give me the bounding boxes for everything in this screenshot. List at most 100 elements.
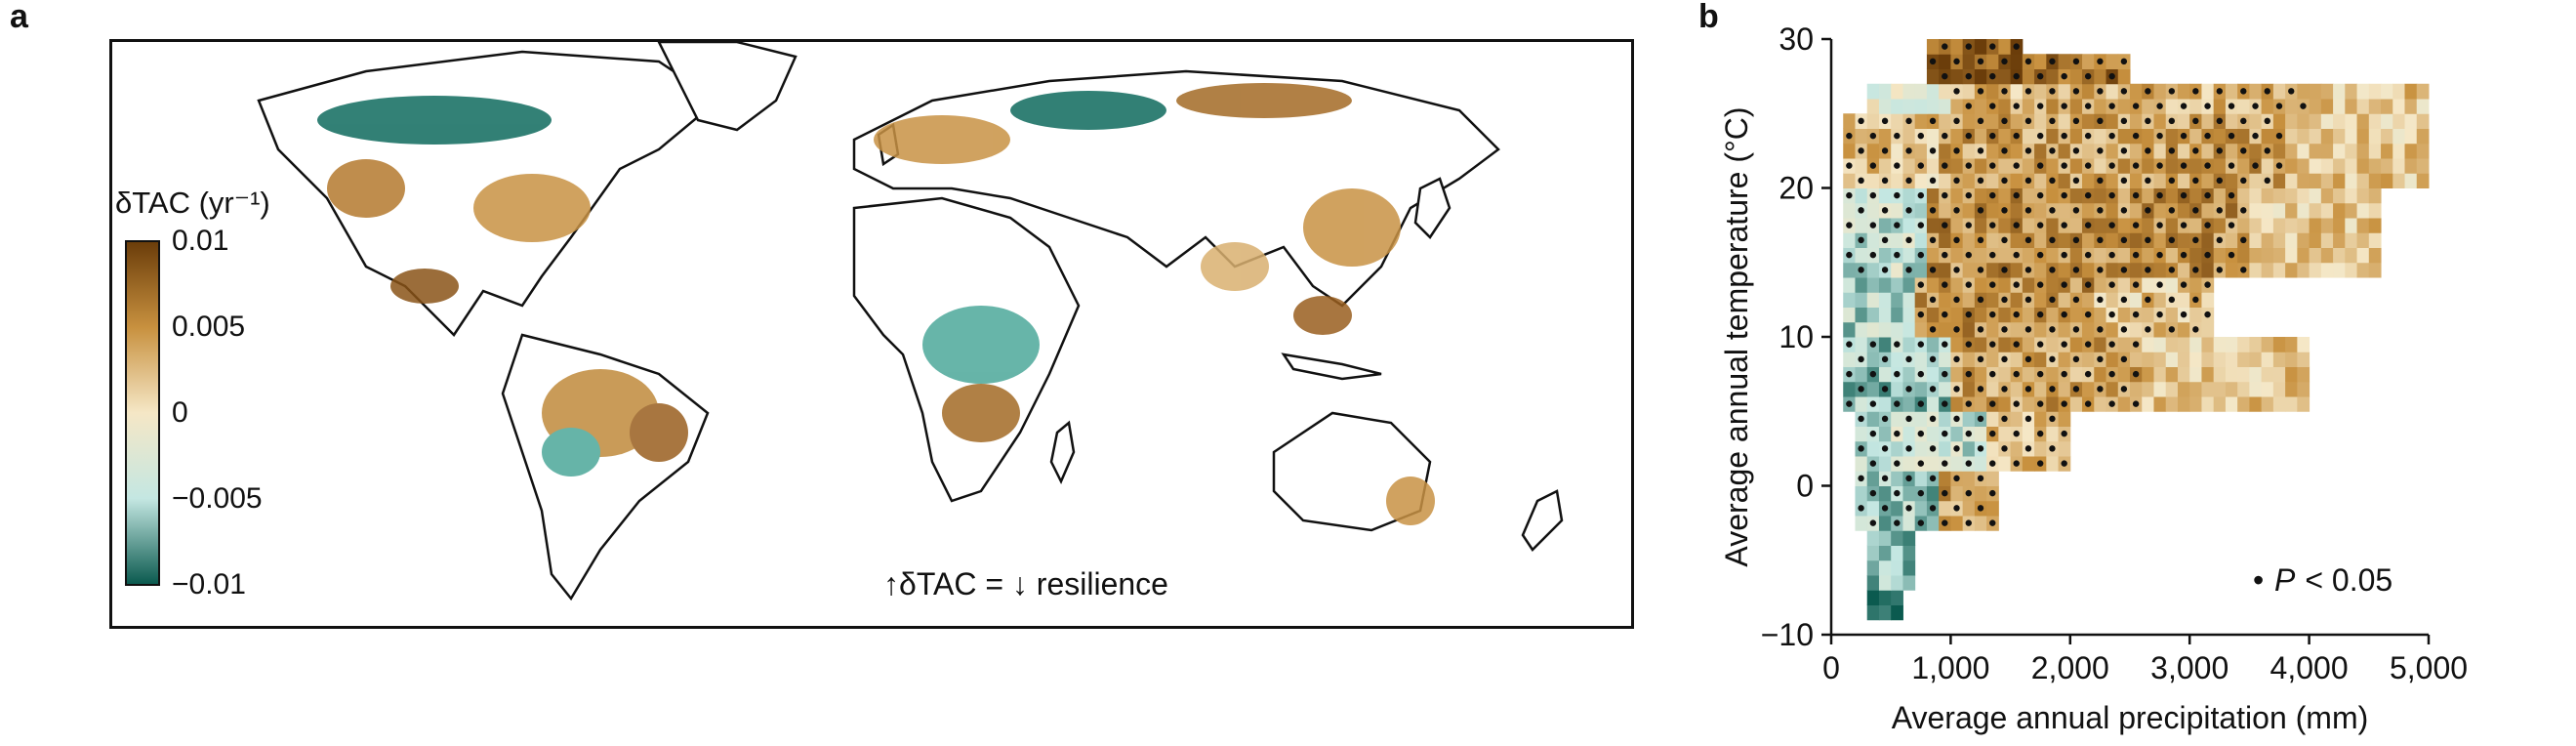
- significance-dot: [2228, 191, 2235, 199]
- heatmap-cell: [2297, 187, 2310, 204]
- heatmap-cell: [2165, 337, 2179, 352]
- significance-dot: [1989, 489, 1996, 497]
- heatmap-cell: [2153, 143, 2167, 159]
- significance-dot: [1977, 58, 1984, 65]
- significance-dot: [2049, 296, 2056, 304]
- heatmap-cell: [2249, 232, 2263, 248]
- heatmap-cell: [1843, 352, 1856, 367]
- significance-dot: [2240, 177, 2247, 185]
- heatmap-cell: [1914, 352, 1928, 367]
- significance-dot: [2001, 355, 2008, 363]
- heatmap-cell: [1891, 575, 1903, 591]
- heatmap-cell: [2261, 396, 2274, 412]
- significance-dot: [2108, 191, 2115, 199]
- heatmap-cell: [2010, 292, 2024, 308]
- heatmap-cell: [2345, 218, 2358, 233]
- heatmap-cell: [1950, 39, 1964, 55]
- significance-dot: [2084, 400, 2092, 407]
- significance-dot: [1989, 341, 1996, 348]
- significance-dot: [1953, 58, 1960, 65]
- significance-dot: [1929, 475, 1937, 482]
- significance-dot: [2024, 326, 2032, 333]
- heatmap-cell: [1878, 292, 1892, 308]
- heatmap-cell: [2345, 187, 2358, 204]
- significance-dot: [2180, 191, 2188, 199]
- heatmap-cell: [1962, 54, 1976, 69]
- heatmap-cell: [1902, 366, 1916, 383]
- heatmap-cell: [1926, 426, 1940, 442]
- heatmap-cell: [2249, 187, 2263, 204]
- significance-dot: [1905, 236, 1912, 244]
- heatmap-cell: [2297, 247, 2310, 264]
- heatmap-cell: [2130, 173, 2143, 188]
- heatmap-cell: [1986, 54, 1999, 69]
- significance-dot: [1953, 475, 1960, 482]
- significance-dot: [1881, 147, 1889, 154]
- colorbar-tick: 0: [172, 396, 188, 429]
- significance-dot: [1917, 370, 1925, 378]
- significance-dot: [2216, 267, 2223, 273]
- heatmap-cell: [2177, 232, 2190, 248]
- significance-dot: [1953, 147, 1960, 154]
- heatmap-cell: [2404, 113, 2418, 129]
- heatmap-cell: [2165, 366, 2179, 383]
- significance-dot: [1929, 267, 1937, 273]
- significance-dot: [1953, 355, 1960, 363]
- heatmap-cell: [2249, 366, 2263, 383]
- significance-dot: [2132, 162, 2140, 169]
- heatmap-cell: [2069, 366, 2083, 383]
- heatmap-cell: [1878, 530, 1892, 546]
- significance-dot: [2013, 72, 2020, 80]
- heatmap-cell: [1855, 321, 1868, 338]
- heatmap-cell: [1962, 471, 1976, 486]
- heatmap-cell: [2058, 143, 2071, 159]
- heatmap-cell: [2082, 352, 2095, 367]
- heatmap-cell: [1926, 39, 1940, 55]
- heatmap-cell: [2117, 337, 2131, 352]
- significance-dot: [2132, 191, 2140, 199]
- legend-label: P < 0.05: [2274, 562, 2392, 598]
- heatmap-cell: [2034, 232, 2047, 248]
- heatmap-cell: [2130, 83, 2143, 100]
- heatmap-cell: [1855, 456, 1868, 472]
- heatmap-cell: [2309, 218, 2322, 233]
- significance-dot: [2024, 386, 2032, 393]
- heatmap-cell: [2130, 292, 2143, 308]
- heatmap-cell: [1939, 440, 1951, 457]
- significance-dot: [1977, 147, 1984, 154]
- significance-dot: [2001, 386, 2008, 393]
- heatmap-cell: [2142, 277, 2154, 293]
- significance-dot: [2120, 355, 2128, 363]
- heatmap-cell: [1926, 396, 1940, 412]
- significance-dot: [1965, 430, 1972, 437]
- heatmap-cell: [2130, 321, 2143, 338]
- significance-dot: [2037, 311, 2044, 318]
- heatmap-cell: [2069, 128, 2083, 145]
- significance-dot: [2037, 251, 2044, 259]
- vegetation-patches: [317, 83, 1435, 525]
- heatmap-cell: [2285, 99, 2298, 114]
- significance-dot: [1894, 430, 1901, 437]
- significance-dot: [2049, 88, 2056, 95]
- heatmap-cell: [1986, 173, 1999, 188]
- heatmap-cell: [1902, 247, 1916, 264]
- heatmap-cell: [2272, 352, 2286, 367]
- significance-dot: [2013, 311, 2020, 318]
- significance-dot: [2204, 162, 2211, 169]
- significance-dot: [2084, 370, 2092, 378]
- heatmap-cell: [1866, 113, 1880, 129]
- significance-dot: [2168, 207, 2176, 214]
- heatmap-cell: [2381, 113, 2393, 129]
- heatmap-cell: [2058, 113, 2071, 129]
- significance-dot: [1905, 505, 1912, 512]
- heatmap-cell: [2368, 83, 2382, 100]
- significance-dot: [2240, 236, 2247, 244]
- heatmap-cell: [1962, 113, 1976, 129]
- heatmap-cell: [1902, 83, 1916, 100]
- heatmap-cell: [2010, 83, 2024, 100]
- heatmap-cell: [1950, 426, 1964, 442]
- legend-rest: < 0.05: [2305, 562, 2392, 598]
- heatmap-cell: [2225, 352, 2238, 367]
- heatmap-cell: [2297, 352, 2310, 367]
- significance-dot: [1965, 222, 1972, 228]
